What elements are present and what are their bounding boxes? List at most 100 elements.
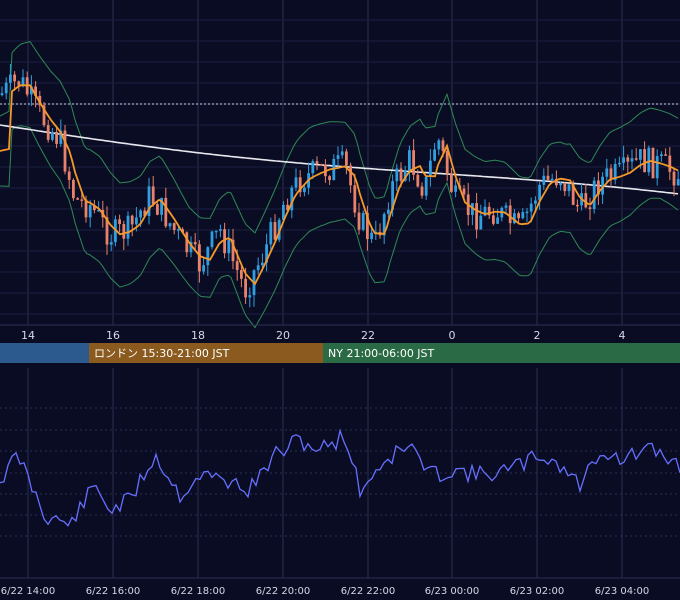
candle-body bbox=[517, 213, 520, 219]
candle-body bbox=[80, 199, 84, 201]
candle-body bbox=[382, 213, 386, 236]
candle-body bbox=[17, 81, 21, 86]
candle-body bbox=[651, 147, 655, 179]
candle-body bbox=[147, 186, 151, 216]
candle-body bbox=[542, 175, 546, 185]
x-tick-label: 6/23 00:00 bbox=[425, 586, 479, 597]
candle-body bbox=[143, 210, 147, 216]
x-tick-label: 6/22 22:00 bbox=[341, 586, 395, 597]
candle-body bbox=[441, 140, 445, 151]
candle-body bbox=[4, 82, 8, 94]
candle-body bbox=[294, 177, 298, 188]
candle-body bbox=[597, 180, 600, 195]
candle-body bbox=[97, 210, 100, 212]
candle-body bbox=[265, 244, 268, 263]
candle-body bbox=[454, 185, 457, 192]
candle-body bbox=[399, 168, 403, 181]
candle-body bbox=[361, 212, 365, 230]
candle-body bbox=[273, 222, 277, 240]
candle-body bbox=[240, 270, 243, 279]
candle-body bbox=[303, 187, 306, 193]
candle-body bbox=[21, 77, 25, 86]
candle-body bbox=[336, 155, 340, 159]
candle-body bbox=[185, 232, 189, 253]
candle-body bbox=[298, 177, 302, 193]
candle-body bbox=[391, 181, 394, 210]
candle-body bbox=[202, 265, 205, 272]
x-tick-label: 2 bbox=[534, 329, 541, 342]
candle-body bbox=[445, 150, 449, 174]
candle-body bbox=[660, 154, 663, 157]
candle-body bbox=[193, 242, 197, 245]
x-tick-label: 6/23 02:00 bbox=[510, 586, 564, 597]
candle-body bbox=[420, 186, 424, 196]
candle-body bbox=[534, 200, 537, 204]
candle-body bbox=[546, 175, 550, 180]
candle-body bbox=[370, 232, 373, 240]
candle-body bbox=[269, 222, 273, 245]
candle-body bbox=[93, 205, 96, 211]
candle-body bbox=[408, 150, 411, 171]
candle-body bbox=[244, 278, 247, 298]
candle-body bbox=[487, 206, 491, 216]
x-tick-label: 6/23 04:00 bbox=[595, 586, 649, 597]
candle-body bbox=[403, 170, 407, 181]
candle-body bbox=[248, 295, 252, 298]
candle-body bbox=[164, 197, 168, 227]
candle-body bbox=[118, 219, 121, 225]
candle-body bbox=[219, 229, 222, 231]
candle-body bbox=[51, 131, 54, 140]
candle-body bbox=[483, 206, 487, 216]
candle-body bbox=[214, 230, 218, 233]
candle-body bbox=[416, 174, 420, 187]
candle-body bbox=[30, 86, 33, 95]
candle-body bbox=[525, 211, 529, 214]
candle-body bbox=[286, 204, 289, 211]
candle-body bbox=[109, 242, 113, 245]
candle-body bbox=[139, 210, 142, 218]
candle-body bbox=[126, 215, 130, 239]
candle-body bbox=[46, 125, 50, 140]
candle-body bbox=[618, 162, 621, 165]
session-band bbox=[0, 343, 89, 363]
session-label: NY 21:00-06:00 JST bbox=[328, 347, 435, 360]
candle-body bbox=[504, 205, 508, 208]
bollinger-upper bbox=[0, 41, 679, 234]
candle-body bbox=[605, 168, 609, 177]
candle-body bbox=[613, 163, 617, 180]
x-tick-label: 14 bbox=[21, 329, 35, 342]
candle-body bbox=[55, 131, 58, 144]
session-band bbox=[323, 343, 680, 363]
oscillator-pane-x-axis: 6/22 14:00 6/22 16:00 6/22 18:00 6/22 20:00… bbox=[0, 577, 680, 597]
x-tick-label: 6/22 18:00 bbox=[171, 586, 225, 597]
x-tick-label: 6/22 14:00 bbox=[1, 586, 55, 597]
candle-body bbox=[172, 223, 176, 230]
x-tick-label: 20 bbox=[276, 329, 290, 342]
candle-body bbox=[588, 207, 592, 209]
candle-body bbox=[177, 229, 180, 231]
candle-body bbox=[9, 74, 12, 83]
candle-body bbox=[584, 193, 588, 208]
candle-body bbox=[576, 204, 579, 207]
short-moving-average bbox=[0, 84, 679, 286]
candle-body bbox=[227, 239, 231, 254]
candle-body bbox=[655, 156, 659, 179]
candle-body bbox=[160, 197, 163, 215]
candle-body bbox=[387, 209, 390, 214]
candle-body bbox=[475, 203, 478, 230]
candle-body bbox=[668, 155, 672, 172]
candle-body bbox=[210, 231, 214, 248]
candle-body bbox=[345, 151, 348, 166]
candle-body bbox=[76, 198, 79, 200]
candle-body bbox=[634, 158, 638, 160]
candle-body bbox=[231, 239, 235, 262]
candle-body bbox=[513, 213, 516, 224]
candle-body bbox=[223, 229, 226, 254]
candle-body bbox=[479, 215, 483, 230]
candle-body bbox=[328, 176, 331, 181]
candle-body bbox=[424, 176, 428, 196]
session-bar: ロンドン 15:30-21:00 JST NY 21:00-06:00 JST bbox=[0, 343, 680, 363]
candle-body bbox=[450, 173, 453, 192]
